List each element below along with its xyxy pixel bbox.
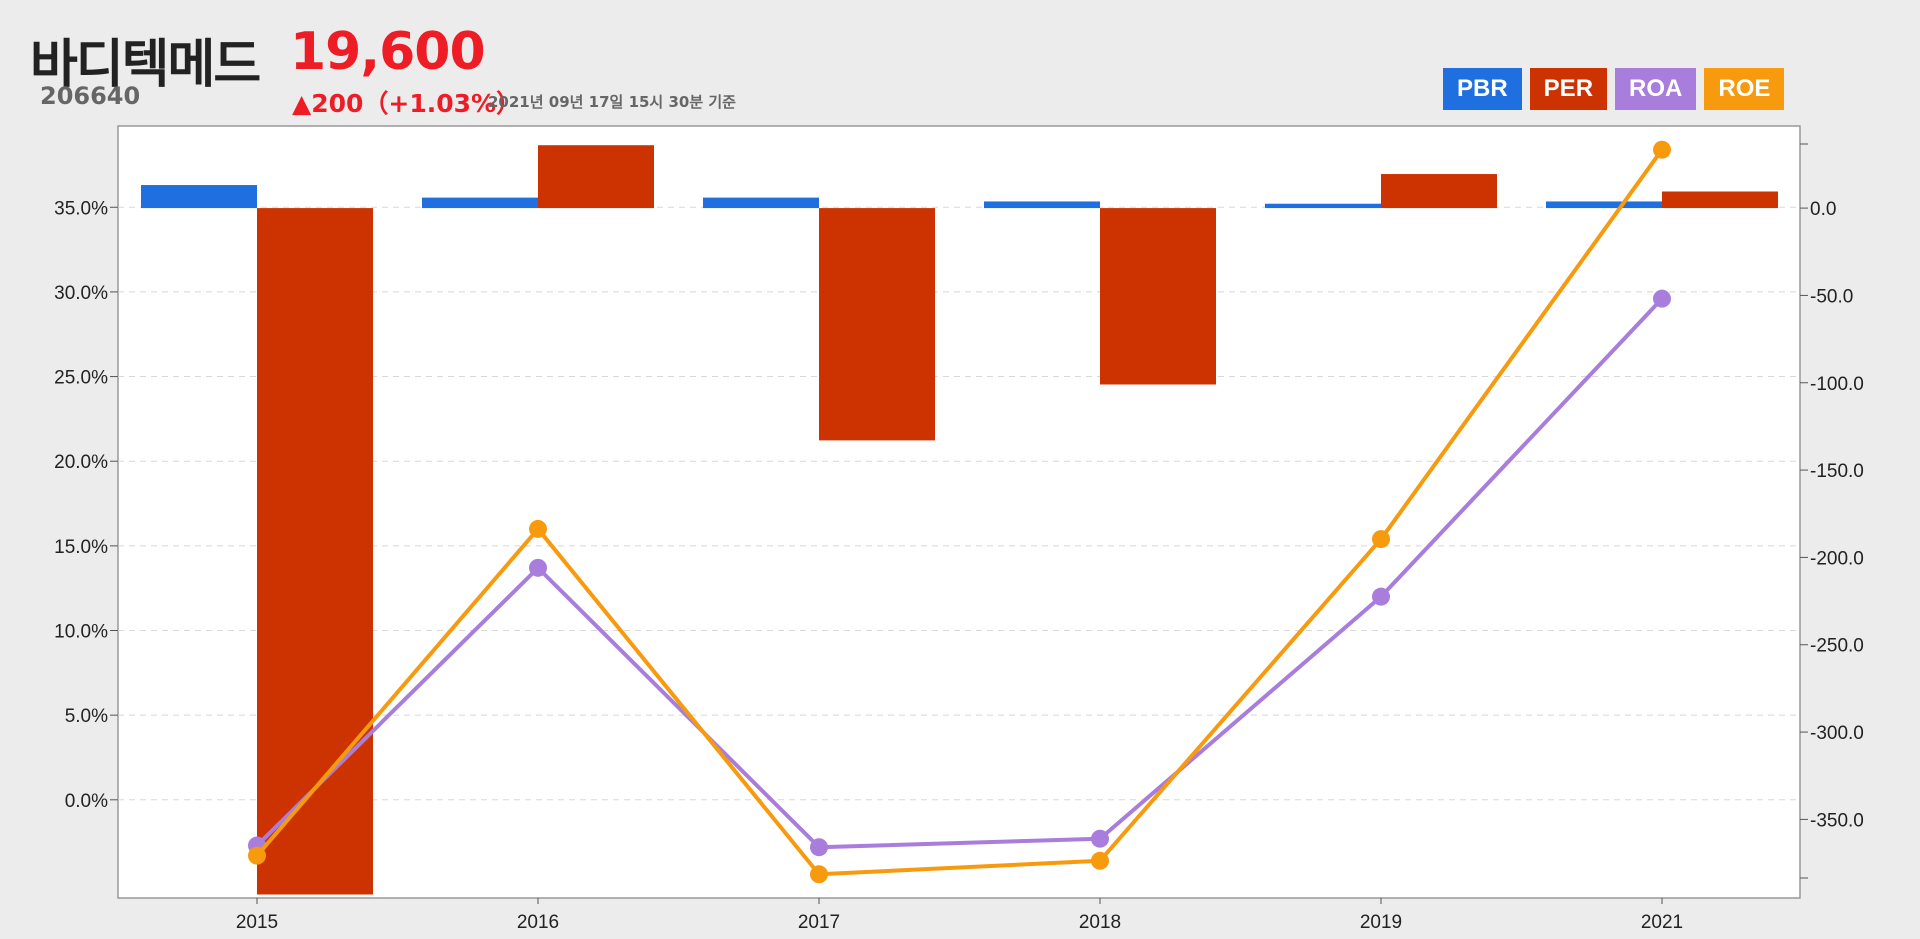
stock-name: 바디텍메드 — [30, 35, 261, 95]
left-tick-label: 10.0% — [54, 622, 108, 643]
point-roa — [810, 838, 828, 857]
bar-pbr — [1265, 203, 1381, 209]
right-tick-label: -350.0 — [1810, 810, 1864, 831]
line-series — [248, 140, 1671, 884]
point-roa — [1653, 289, 1671, 308]
left-tick-label: 20.0% — [54, 452, 108, 473]
right-tick-label: 0.0 — [1810, 199, 1836, 220]
point-roe — [248, 846, 266, 865]
line-roa — [255, 297, 1664, 850]
right-tick-label: -150.0 — [1810, 461, 1864, 482]
bar-per — [257, 208, 373, 895]
gridlines — [118, 206, 1800, 801]
right-tick-label: -100.0 — [1810, 374, 1864, 395]
x-tick-label: 2021 — [1641, 912, 1683, 933]
x-tick-label: 2015 — [236, 912, 278, 933]
left-tick-label: 15.0% — [54, 537, 108, 558]
legend-item-roe[interactable]: ROE — [1704, 68, 1785, 110]
stock-code: 206640 — [40, 82, 141, 110]
chart-legend: PBR PER ROA ROE — [1443, 68, 1785, 110]
bar-pbr — [984, 201, 1100, 209]
legend-item-roa[interactable]: ROA — [1615, 68, 1697, 110]
plot-area — [117, 125, 1801, 899]
point-roa — [1091, 829, 1109, 848]
axes: 35.0% 30.0% 25.0% 20.0% 15.0% 10.0% 5.0% 0.0% 0.… — [54, 143, 1864, 933]
right-tick-label: -200.0 — [1810, 548, 1864, 569]
point-roa — [529, 558, 547, 577]
header: 바디텍메드 206640 19,600 ▲200（+1.03%） 2021년 0… — [0, 0, 1920, 120]
x-tick-label: 2017 — [798, 912, 840, 933]
point-roe — [1091, 851, 1109, 870]
legend-item-pbr[interactable]: PBR — [1443, 68, 1522, 110]
left-tick-label: 35.0% — [54, 198, 108, 219]
point-roe — [1372, 530, 1390, 549]
bar-per — [1381, 174, 1497, 209]
line-roe — [255, 148, 1664, 877]
right-tick-label: -50.0 — [1810, 286, 1853, 307]
bar-pbr — [141, 185, 257, 209]
point-roe — [1653, 140, 1671, 159]
left-tick-label: 5.0% — [65, 706, 108, 727]
left-tick-label: 25.0% — [54, 368, 108, 389]
point-roe — [529, 519, 547, 538]
bar-per — [538, 145, 654, 209]
right-tick-label: -300.0 — [1810, 723, 1864, 744]
bar-pbr — [1546, 201, 1662, 209]
price-change: ▲200（+1.03%） — [292, 89, 522, 118]
point-roa — [1372, 587, 1390, 606]
bar-series — [141, 145, 1778, 895]
bar-per — [1662, 191, 1778, 209]
x-tick-label: 2018 — [1079, 912, 1121, 933]
as-of-timestamp: 2021년 09년 17일 15시 30분 기준 — [488, 93, 736, 111]
legend-item-per[interactable]: PER — [1529, 68, 1608, 110]
bar-per — [1100, 208, 1216, 385]
bar-per — [819, 208, 935, 441]
right-tick-label: -250.0 — [1810, 636, 1864, 657]
left-tick-label: 30.0% — [54, 283, 108, 304]
x-tick-label: 2016 — [517, 912, 559, 933]
point-roe — [810, 865, 828, 884]
bar-pbr — [422, 197, 538, 209]
x-tick-label: 2019 — [1360, 912, 1402, 933]
stock-price: 19,600 — [290, 22, 486, 82]
bar-pbr — [703, 197, 819, 209]
left-tick-label: 0.0% — [65, 791, 108, 812]
